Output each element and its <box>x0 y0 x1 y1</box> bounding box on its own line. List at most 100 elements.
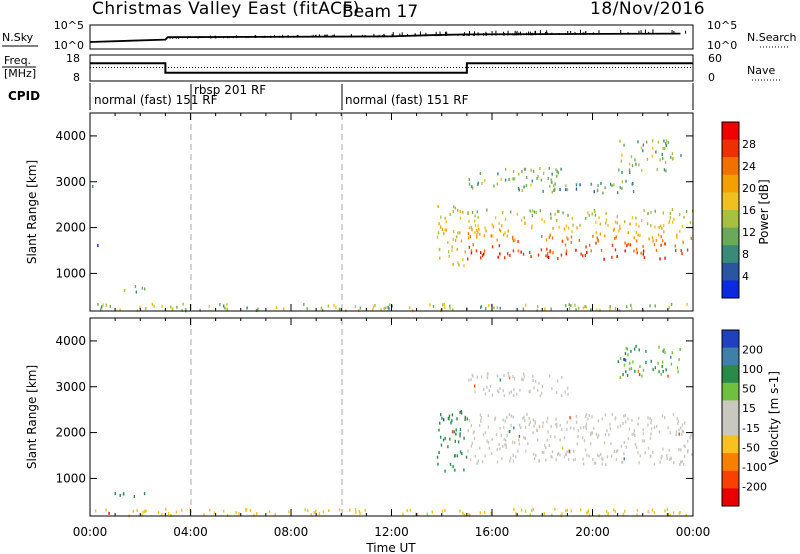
velocity-echo <box>683 444 685 448</box>
power-echo <box>474 214 476 218</box>
power-echo <box>674 244 676 248</box>
velocity-echo <box>484 431 487 435</box>
velocity-echo <box>170 513 172 517</box>
velocity-echo <box>133 494 136 498</box>
power-echo <box>454 206 457 210</box>
velocity-echo <box>524 436 526 440</box>
velocity-echo <box>661 360 664 364</box>
power-echo <box>493 306 495 310</box>
velocity-echo <box>502 418 504 422</box>
power-echo <box>184 308 187 312</box>
velocity-echo <box>484 392 487 396</box>
nsky-left-tick-bottom: 10^0 <box>54 39 84 52</box>
power-echo <box>531 214 534 218</box>
velocity-echo <box>515 512 517 516</box>
velocity-echo <box>584 448 587 452</box>
power-echo <box>483 234 486 238</box>
power-echo <box>517 249 520 253</box>
power-echo <box>542 171 545 175</box>
power-axis: 1000 2000 3000 4000 <box>55 113 694 311</box>
velocity-echo <box>487 414 490 418</box>
velocity-echo <box>551 513 553 517</box>
power-echo <box>222 304 225 308</box>
velocity-echo <box>449 437 451 441</box>
velocity-echo <box>114 492 117 496</box>
velocity-echo <box>631 419 633 423</box>
velocity-echo <box>607 512 609 516</box>
velocity-colorbar-swatch <box>722 330 739 349</box>
velocity-echo <box>642 428 644 432</box>
velocity-echo <box>449 462 452 466</box>
velocity-colorbar-swatch <box>722 453 739 472</box>
power-echo <box>592 234 594 238</box>
velocity-echo <box>488 389 490 393</box>
power-echo <box>439 225 442 229</box>
power-echo <box>467 257 469 261</box>
velocity-echo <box>623 363 626 367</box>
power-echo <box>585 305 587 309</box>
power-echo <box>549 184 551 188</box>
power-echo <box>436 235 439 239</box>
power-echo <box>682 241 684 245</box>
power-echo <box>681 224 684 228</box>
velocity-echo <box>564 390 566 394</box>
power-echo <box>638 163 640 167</box>
velocity-echo <box>634 369 636 373</box>
velocity-echo <box>563 436 566 440</box>
velocity-echo <box>209 508 211 512</box>
power-echo <box>685 209 688 213</box>
velocity-echo <box>619 375 622 379</box>
velocity-echo <box>582 457 584 461</box>
power-echo <box>524 303 527 307</box>
power-echo <box>119 308 121 312</box>
velocity-echo <box>459 410 461 414</box>
velocity-echo <box>479 511 482 515</box>
power-echo <box>540 248 543 252</box>
velocity-echo <box>476 461 478 465</box>
velocity-echo <box>573 427 575 431</box>
power-echo <box>605 218 608 222</box>
power-echo <box>662 157 664 161</box>
nsky-right-tick-bottom: 10^0 <box>707 39 737 52</box>
velocity-echo <box>615 449 618 453</box>
power-echo <box>542 189 544 193</box>
velocity-echo <box>470 444 473 448</box>
power-echo <box>551 236 554 240</box>
power-colorbar-tick: 4 <box>742 270 749 283</box>
power-echo <box>457 261 459 265</box>
velocity-echo <box>649 454 652 458</box>
velocity-echo <box>532 507 535 511</box>
velocity-echo <box>597 419 600 423</box>
power-echo <box>452 210 455 214</box>
power-echo <box>543 220 546 224</box>
velocity-echo <box>532 374 534 378</box>
freq-left-tick-top: 18 <box>66 52 80 65</box>
velocity-echo <box>507 430 510 434</box>
velocity-echo <box>235 511 237 515</box>
velocity-echo <box>548 443 550 447</box>
power-echo <box>451 245 453 249</box>
power-echo <box>439 247 441 251</box>
velocity-echo <box>436 455 439 459</box>
velocity-echo <box>322 510 325 514</box>
velocity-echo <box>459 428 462 432</box>
power-echo <box>442 303 444 307</box>
power-echo <box>437 205 439 209</box>
power-echo <box>549 233 551 237</box>
power-echo <box>566 236 568 240</box>
velocity-echo <box>678 511 681 515</box>
velocity-echo <box>658 430 661 434</box>
y-tick-label: 1000 <box>55 471 86 485</box>
velocity-echo <box>467 429 469 433</box>
velocity-echo <box>600 452 602 456</box>
power-echo <box>513 177 516 181</box>
power-echo <box>522 252 525 256</box>
velocity-echo <box>451 430 454 434</box>
velocity-echo <box>614 510 617 514</box>
power-echo <box>485 229 487 233</box>
y-tick-label: 3000 <box>55 380 86 394</box>
velocity-echo <box>526 412 528 416</box>
velocity-echo <box>617 360 620 364</box>
power-colorbar-swatch <box>722 210 739 229</box>
power-echo <box>590 308 592 312</box>
